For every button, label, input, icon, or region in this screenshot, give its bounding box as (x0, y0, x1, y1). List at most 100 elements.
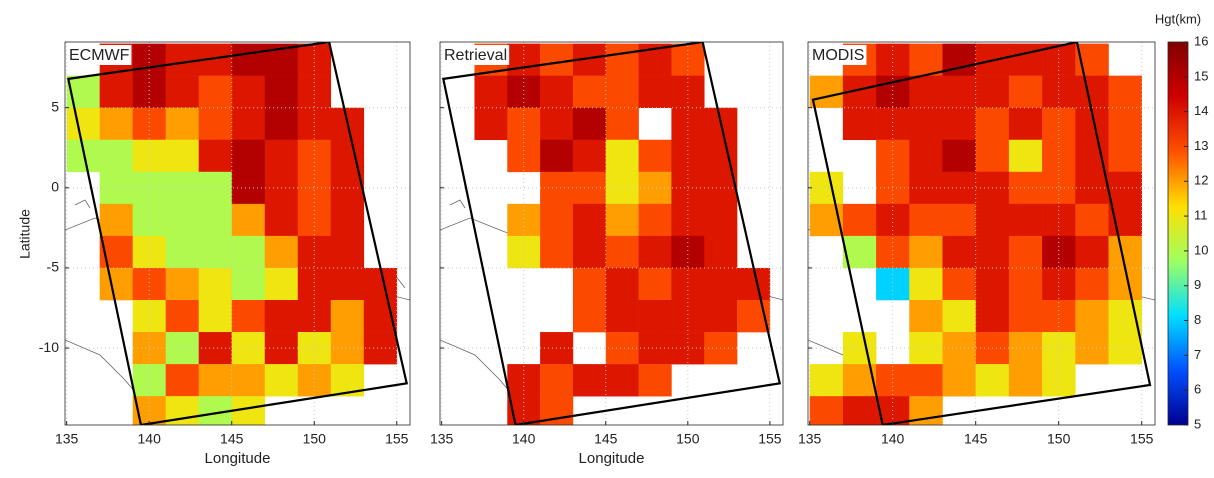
cell (165, 396, 200, 425)
colorbar-tick-label: 10 (1194, 242, 1208, 257)
cell (909, 300, 943, 333)
cell (638, 332, 672, 365)
cell (975, 364, 1010, 397)
cell (231, 267, 266, 301)
cell (605, 203, 639, 237)
cell (297, 203, 332, 237)
cell (330, 235, 365, 269)
cell (638, 300, 672, 333)
cell (909, 267, 943, 301)
cell (671, 267, 705, 301)
cell (1108, 107, 1143, 141)
cell (1075, 75, 1109, 109)
cell (1008, 300, 1043, 333)
x-tick-label: 140 (512, 431, 536, 447)
cell (231, 332, 266, 365)
cell (572, 139, 607, 173)
cell (540, 364, 574, 397)
cell (507, 43, 541, 76)
cell (704, 267, 738, 301)
cell (909, 332, 943, 365)
colorbar-tick-label: 14 (1194, 103, 1208, 118)
cell (942, 235, 976, 269)
cell (165, 203, 200, 237)
cell (231, 235, 266, 269)
cell (638, 364, 672, 397)
cell (842, 332, 877, 365)
cell (942, 107, 976, 141)
cell (909, 203, 943, 237)
cell (809, 364, 844, 397)
colorbar-tick-label: 5 (1194, 416, 1201, 431)
cell (1008, 364, 1043, 397)
cell (165, 235, 200, 269)
cell (1008, 43, 1043, 76)
cell (540, 75, 574, 109)
heatmap-cells (809, 43, 1143, 425)
cell (132, 364, 166, 397)
cell (297, 139, 332, 173)
cell (842, 107, 877, 141)
cell (297, 235, 332, 269)
cell (1008, 332, 1043, 365)
cell (132, 300, 166, 333)
cell (809, 171, 844, 205)
cell (1075, 300, 1109, 333)
cell (165, 332, 200, 365)
cell (132, 235, 166, 269)
heatmap-cells (474, 43, 771, 425)
cell (198, 364, 233, 397)
cell (942, 203, 976, 237)
cell (638, 75, 672, 109)
cell (876, 139, 910, 173)
cell (264, 139, 299, 173)
cell (605, 107, 639, 141)
x-tick-label: 145 (964, 431, 988, 447)
cell (1042, 139, 1076, 173)
cell (132, 75, 166, 109)
cell (638, 171, 672, 205)
cell (671, 75, 705, 109)
cell (671, 300, 705, 333)
cell (909, 107, 943, 141)
cell (842, 203, 877, 237)
cell (99, 267, 133, 301)
cell (572, 107, 607, 141)
cell (572, 364, 607, 397)
cell (1008, 139, 1043, 173)
cell (1075, 203, 1109, 237)
colorbar-tick-label: 8 (1194, 312, 1201, 327)
cell (975, 75, 1010, 109)
y-tick-label: -5 (47, 259, 60, 275)
cell (605, 332, 639, 365)
cell (540, 203, 574, 237)
cell (66, 107, 100, 141)
cell (540, 43, 574, 76)
cell (975, 203, 1010, 237)
cell (572, 267, 607, 301)
cell (704, 300, 738, 333)
cell (231, 300, 266, 333)
cell (297, 75, 332, 109)
panel-title-bg (442, 45, 510, 65)
cell (605, 267, 639, 301)
cell (66, 139, 100, 173)
cell (809, 75, 844, 109)
cell (909, 139, 943, 173)
cell (474, 75, 508, 109)
panel-title: ECMWF (69, 47, 130, 64)
cell (605, 300, 639, 333)
cell (231, 396, 266, 425)
cell (507, 364, 541, 397)
cell (132, 107, 166, 141)
cell (1008, 267, 1043, 301)
cell (507, 203, 541, 237)
cell (264, 203, 299, 237)
cell (876, 235, 910, 269)
cell (264, 300, 299, 333)
cell (737, 267, 771, 301)
colorbar (1167, 41, 1189, 426)
cell (1075, 235, 1109, 269)
cell (942, 332, 976, 365)
cell (297, 267, 332, 301)
